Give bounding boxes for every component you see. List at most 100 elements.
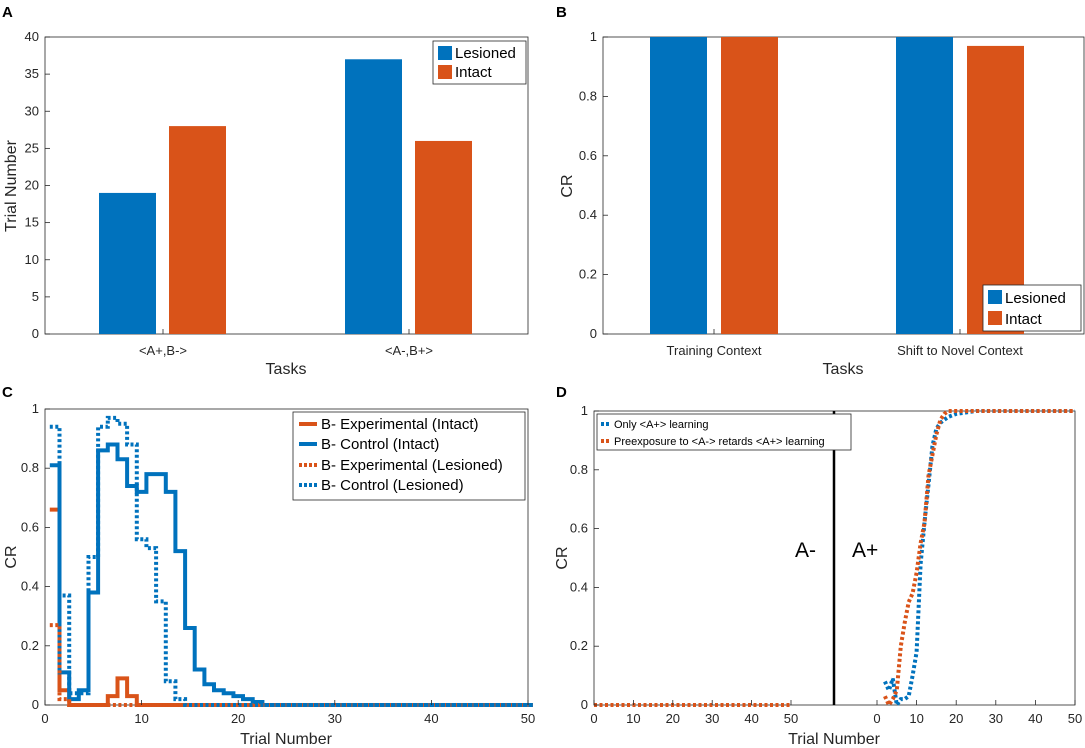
panelA-ytick-label: 25 <box>25 140 39 155</box>
legend-swatch-intact <box>438 65 452 79</box>
bar-intact-0 <box>721 37 778 334</box>
legend-swatch-intact <box>988 311 1002 325</box>
legend-label-ctrl-lesioned: B- Control (Lesioned) <box>321 477 464 494</box>
legend-label-lesioned: Lesioned <box>455 45 516 62</box>
legend-swatch-lesioned <box>438 46 452 60</box>
series-preexposure-to-a-retards-a-learning <box>883 409 1075 710</box>
panel-b: B 0 0.2 0.4 0.6 0.8 1 Training Context Shift t… <box>556 4 1085 378</box>
panelC-xtick-label: 40 <box>424 711 438 726</box>
panel-d-ylabel: CR <box>554 546 571 569</box>
panel-c-legend-box <box>292 411 526 501</box>
panelD-pre-xtick-label: 0 <box>590 711 597 726</box>
legend-label-exp-intact: B- Experimental (Intact) <box>321 416 479 433</box>
panel-a-label: A <box>2 4 13 21</box>
panelD-pre-xtick-label: 40 <box>744 711 758 726</box>
panel-d-legend: Only <A+> learning Preexposure to <A-> r… <box>596 413 852 451</box>
panel-c-ylabel: CR <box>3 545 20 568</box>
panel-d-xlabel: Trial Number <box>788 731 881 748</box>
panelC-ytick-label: 0.4 <box>21 579 39 594</box>
panel-a-xlabel: Tasks <box>266 361 307 378</box>
legend-label-intact: Intact <box>455 64 493 81</box>
panelA-ytick-label: 0 <box>32 326 39 341</box>
legend-label-intact: Intact <box>1005 311 1043 328</box>
legend-label-exp-lesioned: B- Experimental (Lesioned) <box>321 457 503 474</box>
panel-d: D 00.20.40.60.81 0 10 20 30 40 50 0 10 20 30 40 50 … <box>554 384 1082 748</box>
panelD-ytick-label: 0 <box>581 697 588 712</box>
panelA-ytick-label: 15 <box>25 215 39 230</box>
panelC-xtick-label: 0 <box>41 711 48 726</box>
annotation-a-minus: A- <box>795 539 816 562</box>
panelB-xtick-label: Training Context <box>667 343 762 358</box>
panelA-ytick-label: 20 <box>25 178 39 193</box>
bar-intact-0 <box>169 126 226 334</box>
panelB-ytick-label: 0.6 <box>579 148 597 163</box>
panel-c-label: C <box>2 384 13 401</box>
panelA-ytick-label: 10 <box>25 252 39 267</box>
panel-a-ylabel: Trial Number <box>3 139 20 232</box>
bar-lesioned-0 <box>99 192 156 334</box>
panelB-ytick-label: 0.8 <box>579 88 597 103</box>
bar-lesioned-1 <box>345 59 402 335</box>
panelC-xtick-label: 20 <box>231 711 245 726</box>
series-b-experimental-intact- <box>49 507 533 707</box>
bar-intact-1 <box>415 140 472 334</box>
panelD-ytick-label: 0.6 <box>570 521 588 536</box>
legend-label-preexposure: Preexposure to <A-> retards <A+> learnin… <box>614 436 825 448</box>
panelC-ytick-label: 0.2 <box>21 638 39 653</box>
panelD-pre-xtick-label: 30 <box>705 711 719 726</box>
panelC-ytick-label: 0 <box>32 697 39 712</box>
legend-swatch-lesioned <box>988 290 1002 304</box>
panelB-xtick-label: Shift to Novel Context <box>897 343 1023 358</box>
panel-c-legend: B- Experimental (Intact) B- Control (Int… <box>292 411 526 501</box>
panelA-ytick-label: 5 <box>32 289 39 304</box>
panelC-ytick-label: 1 <box>32 401 39 416</box>
series-b-control-intact- <box>49 442 533 707</box>
panelD-post-xtick-label: 50 <box>1068 711 1082 726</box>
panelD-post-xtick-label: 40 <box>1028 711 1042 726</box>
panelC-xtick-label: 10 <box>134 711 148 726</box>
panelC-ytick-label: 0.6 <box>21 519 39 534</box>
panelD-pre-xtick-label: 10 <box>626 711 640 726</box>
panelB-ytick-label: 0.4 <box>579 207 597 222</box>
panelC-xtick-label: 50 <box>521 711 535 726</box>
bar-lesioned-1 <box>896 37 953 334</box>
panelA-ytick-label: 30 <box>25 103 39 118</box>
panelB-ytick-label: 0 <box>590 326 597 341</box>
panelD-post-xtick-label: 0 <box>873 711 880 726</box>
panelA-ytick-label: 35 <box>25 66 39 81</box>
panelA-ytick-label: 40 <box>25 29 39 44</box>
panelD-post-xtick-label: 10 <box>909 711 923 726</box>
panelA-xtick-label: <A+,B-> <box>139 343 187 358</box>
legend-label-only-aplus: Only <A+> learning <box>614 419 708 431</box>
legend-label-lesioned: Lesioned <box>1005 290 1066 307</box>
panel-d-label: D <box>556 384 567 401</box>
panelD-ytick-label: 0.8 <box>570 462 588 477</box>
panelB-ytick-label: 0.2 <box>579 267 597 282</box>
panel-a-legend: Lesioned Intact <box>432 40 527 85</box>
panel-b-ylabel: CR <box>559 174 576 197</box>
series-only-a-learning <box>883 409 1075 711</box>
panelD-pre-xtick-label: 50 <box>784 711 798 726</box>
series-b-experimental-lesioned- <box>49 623 533 707</box>
panel-b-legend: Lesioned Intact <box>982 284 1082 332</box>
panel-c-xlabel: Trial Number <box>240 731 333 748</box>
panelD-post-xtick-label: 20 <box>949 711 963 726</box>
panelB-ytick-label: 1 <box>590 29 597 44</box>
bar-lesioned-0 <box>650 37 707 334</box>
panel-b-label: B <box>556 4 567 21</box>
panel-b-axes-box <box>602 36 1085 335</box>
panelD-ytick-label: 0.4 <box>570 579 588 594</box>
panelD-ytick-label: 0.2 <box>570 638 588 653</box>
panelC-ytick-label: 0.8 <box>21 460 39 475</box>
legend-label-ctrl-intact: B- Control (Intact) <box>321 436 439 453</box>
panelD-pre-xtick-label: 20 <box>666 711 680 726</box>
panel-b-xlabel: Tasks <box>823 361 864 378</box>
annotation-a-plus: A+ <box>852 539 878 562</box>
panelD-post-xtick-label: 30 <box>989 711 1003 726</box>
panelA-xtick-label: <A-,B+> <box>385 343 433 358</box>
panelC-xtick-label: 30 <box>328 711 342 726</box>
panelD-ytick-label: 1 <box>581 403 588 418</box>
panel-d-legend-box <box>596 413 852 451</box>
